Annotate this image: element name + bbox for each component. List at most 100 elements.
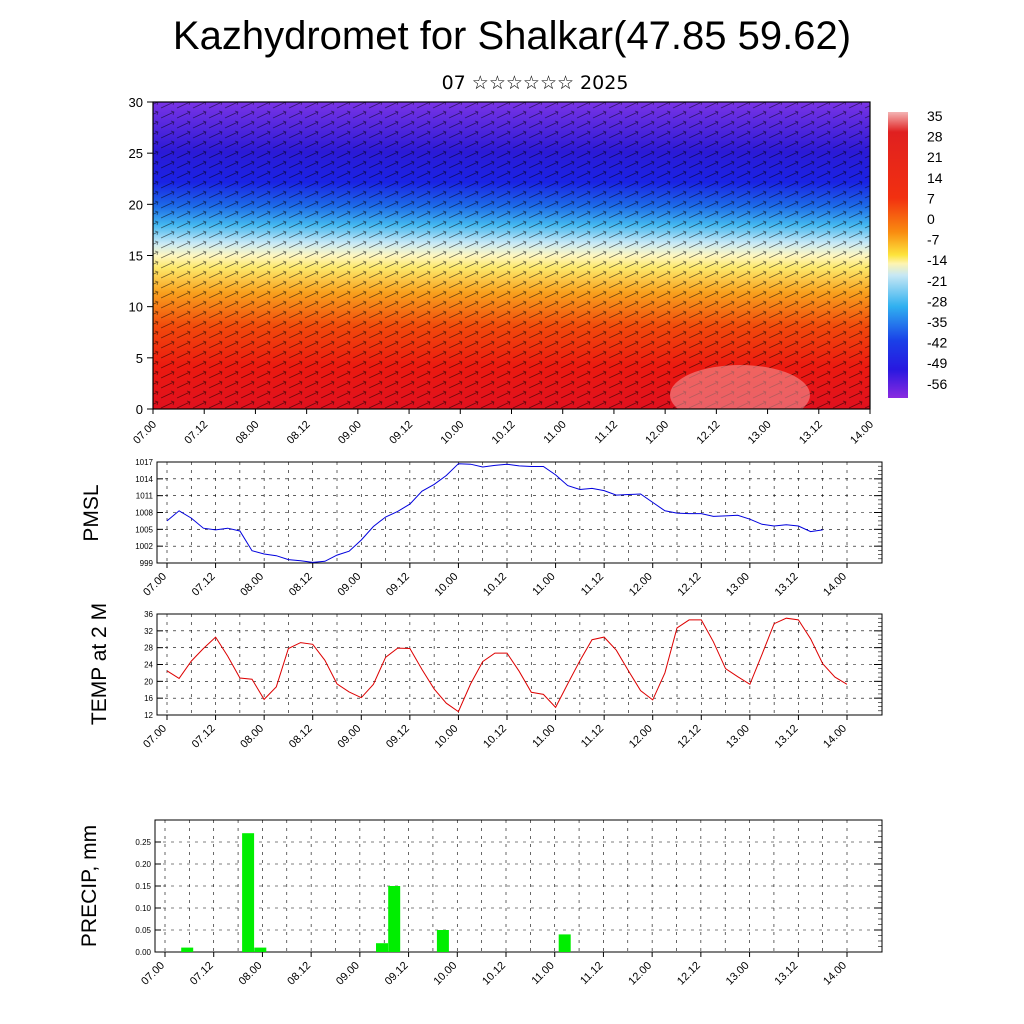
cross-section-x-tick-label: 12.12: [695, 419, 723, 447]
colorbar-scale: [888, 112, 908, 398]
temp-x-label: 14.00: [821, 723, 849, 751]
precip-y-tick-label: 0.15: [135, 882, 151, 891]
colorbar-label: 7: [927, 190, 935, 206]
pmsl-x-label: 12.00: [627, 571, 655, 599]
precip-y-tick-label: 0.10: [135, 904, 151, 913]
cross-section-panel: 0 5 10 15 20 25 30 07.00 07.12 08.00 08.12 09.00 09…: [129, 95, 877, 447]
colorbar-label: -14: [927, 252, 947, 268]
cross-section-x-tick-label: 11.12: [593, 419, 620, 446]
cross-section-x-tick-label: 07.00: [131, 419, 159, 447]
temp-x-label: 12.00: [627, 723, 655, 751]
pmsl-x-label: 13.00: [724, 571, 752, 599]
precip-bar: [436, 930, 449, 952]
precip-x-axis: 07.00 07.12 08.00 08.12 09.00 09.12 10.00 10.12…: [139, 952, 849, 988]
precip-grid: [155, 820, 882, 953]
pmsl-x-label: 11.12: [579, 571, 606, 598]
temp-x-label: 13.12: [773, 723, 801, 751]
cross-section-y-tick-label: 0: [136, 402, 143, 417]
temp-y-axis: 12 16 20 24 28 32 36: [144, 610, 882, 720]
pmsl-series-line: [166, 463, 823, 563]
cross-section-x-axis: 07.00 07.12 08.00 08.12 09.00 09.12 10.00 10.12…: [131, 409, 876, 447]
temp-x-axis: 07.00 07.12 08.00 08.12 09.00 09.12 10.00 10.12…: [141, 715, 849, 751]
temp-x-label: 10.00: [433, 723, 461, 751]
cross-section-y-tick-label: 20: [129, 197, 143, 212]
precip-y-tick-label: 0.00: [135, 948, 151, 957]
temp-x-label: 13.00: [724, 723, 752, 751]
precip-x-label: 13.12: [772, 960, 800, 988]
precip-y-tick-label: 0.20: [135, 860, 151, 869]
pmsl-y-tick-label: 1017: [135, 458, 153, 467]
colorbar-label: -28: [927, 293, 947, 309]
precip-y-tick-label: 0.25: [135, 838, 151, 847]
precip-bars: [181, 833, 571, 952]
pmsl-x-label: 11.00: [530, 571, 557, 598]
colorbar-label: 14: [927, 170, 943, 186]
colorbar-label: 28: [927, 129, 943, 145]
colorbar-label: -35: [927, 314, 947, 330]
cross-section-x-tick-label: 11.00: [541, 419, 568, 446]
pmsl-x-label: 13.12: [773, 571, 801, 599]
colorbar-label: -56: [927, 376, 947, 392]
cross-section-y-tick-label: 25: [129, 146, 143, 161]
pmsl-y-label: PMSL: [80, 484, 103, 541]
pmsl-y-tick-label: 1014: [135, 475, 153, 484]
cross-section-x-tick-label: 09.12: [387, 419, 415, 447]
precip-x-label: 12.12: [675, 960, 703, 988]
pmsl-x-label: 10.12: [481, 571, 509, 599]
cross-section-x-tick-label: 09.00: [336, 419, 364, 447]
cross-section-y-tick-label: 30: [129, 95, 143, 110]
precip-x-label: 13.00: [724, 960, 752, 988]
temp-y-tick-label: 36: [144, 610, 153, 619]
cross-section-y-tick-label: 10: [129, 300, 143, 315]
precip-y-label: PRECIP, mm: [78, 825, 101, 947]
precip-x-label: 09.12: [383, 960, 411, 988]
pmsl-y-axis: 999 1002 1005 1008 1011 1014 1017: [135, 458, 882, 568]
cross-section-x-tick-label: 13.12: [797, 419, 825, 447]
colorbar: 35 28 21 14 7 0 -7 -14 -21 -28 -35 -42 -49 -56: [888, 108, 947, 398]
chart-title: Kazhydromet for Shalkar(47.85 59.62): [172, 14, 852, 58]
wind-barbs: [153, 102, 870, 409]
temp-grid: [157, 613, 882, 716]
pmsl-x-label: 07.00: [141, 571, 169, 599]
pmsl-x-label: 07.12: [190, 571, 218, 599]
precip-x-label: 09.00: [334, 960, 362, 988]
temp-x-label: 09.00: [335, 723, 363, 751]
cross-section-x-tick-label: 10.00: [438, 419, 466, 447]
pmsl-x-label: 09.12: [384, 571, 412, 599]
precip-y-axis: 0.00 0.05 0.10 0.15 0.20 0.25: [135, 819, 882, 957]
colorbar-label: 21: [927, 149, 943, 165]
temp-panel: 12 16 20 24 28 32 36 07.00 07.12 08.00 08.12 09.00…: [88, 603, 883, 751]
cross-section-y-tick-label: 5: [136, 351, 143, 366]
temp-y-tick-label: 20: [144, 677, 153, 686]
precip-bar: [242, 833, 255, 952]
temp-x-label: 08.12: [287, 723, 315, 751]
pmsl-x-label: 12.12: [675, 571, 703, 599]
pmsl-x-label: 08.00: [238, 571, 266, 599]
cross-section-x-tick-label: 12.00: [643, 419, 671, 447]
colorbar-label: 35: [927, 108, 943, 124]
pmsl-y-tick-label: 1008: [135, 509, 153, 518]
precip-bar: [376, 943, 388, 952]
precip-bar: [558, 934, 571, 952]
chart-subtitle: 07 ☆☆☆☆☆☆ 2025: [441, 72, 629, 94]
colorbar-label: -49: [927, 355, 947, 371]
temp-y-tick-label: 28: [144, 644, 153, 653]
temp-y-tick-label: 24: [144, 661, 153, 670]
precip-bar: [181, 947, 194, 952]
pmsl-x-label: 09.00: [335, 571, 363, 599]
pmsl-y-tick-label: 1011: [136, 492, 154, 501]
colorbar-label: -21: [927, 273, 947, 289]
precip-x-label: 07.12: [188, 960, 216, 988]
precip-x-label: 08.00: [237, 960, 265, 988]
temp-x-label: 09.12: [384, 723, 412, 751]
precip-x-label: 12.00: [626, 960, 654, 988]
cross-section-x-tick-label: 14.00: [848, 419, 876, 447]
pmsl-grid: [157, 461, 882, 564]
cross-section-x-tick-label: 13.00: [746, 419, 774, 447]
pmsl-y-tick-label: 1002: [135, 542, 153, 551]
temp-y-tick-label: 16: [144, 694, 153, 703]
cross-section-x-tick-label: 10.12: [490, 419, 518, 447]
precip-bar: [254, 947, 267, 952]
temp-x-label: 12.12: [675, 723, 703, 751]
